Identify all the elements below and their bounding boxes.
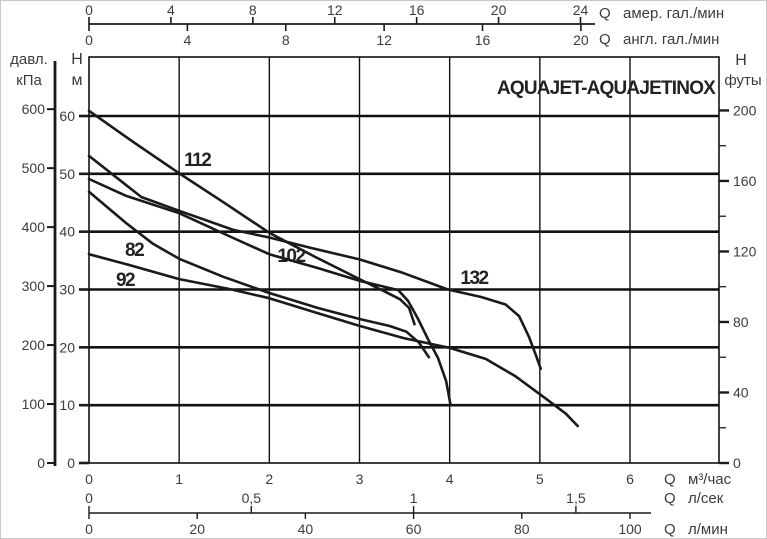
tick-label-imp-gal: 12 [376,32,392,48]
pump-curves: 112 132 102 82 92 [87,109,580,428]
axis-title-imp-gal: англ. гал./мин [623,31,719,48]
axis-title-m3h: м³/час [688,471,732,488]
tick-label-ft: 200 [733,102,757,118]
curve-132 [87,154,543,371]
tick-label-m: 30 [59,282,75,298]
curve-label-102: 102 [277,246,305,267]
axis-title-ls: л/сек [688,490,724,507]
curve-label-132: 132 [460,268,488,289]
curve-label-82: 82 [125,240,144,261]
axis-bottom-liters: 0 0,5 1 1,5 0 20 40 60 80 100 Q л/сек Q л/мин [85,490,728,538]
curve-82 [87,190,431,359]
curve-92 [87,252,580,428]
tick-label-ft: 160 [733,173,757,189]
axis-title-us-gal: амер. гал./мин [623,5,724,22]
axis-left-kpa: 0 100 200 300 400 500 600 давл. кПа [10,51,57,471]
tick-label-us-gal: 0 [85,2,93,18]
curve-102 [87,177,452,407]
tick-label-ls: 1,5 [566,490,586,506]
tick-label-m3h: 6 [626,471,634,487]
tick-label-m3h: 0 [85,471,93,487]
tick-label-ft: 120 [733,243,757,259]
tick-label-kpa: 300 [22,278,46,294]
tick-label-m: 60 [59,108,75,124]
tick-label-m: 0 [67,455,75,471]
tick-label-lmin: 60 [406,521,422,537]
tick-label-imp-gal: 4 [183,32,191,48]
tick-label-m: 20 [59,339,75,355]
tick-label-m3h: 1 [175,471,183,487]
tick-label-ft: 80 [733,314,749,330]
tick-label-imp-gal: 20 [573,32,589,48]
axis-title-m3h-q: Q [664,471,676,488]
tick-label-us-gal: 24 [573,2,589,18]
axis-title-kpa: кПа [16,72,42,89]
tick-label-lmin: 20 [189,521,205,537]
tick-label-m3h: 2 [265,471,273,487]
axis-title-ft: футы [724,72,761,89]
tick-label-us-gal: 12 [327,2,343,18]
tick-label-kpa: 200 [22,337,46,353]
tick-label-imp-gal: 16 [475,32,491,48]
axis-title-lmin: л/мин [688,521,728,538]
tick-label-imp-gal: 8 [282,32,290,48]
curve-label-112: 112 [184,150,211,171]
curve-112 [87,109,416,326]
tick-label-m3h: 3 [356,471,364,487]
tick-label-us-gal: 4 [167,2,175,18]
axis-title-kpa: давл. [10,51,48,68]
tick-label-imp-gal: 0 [85,32,93,48]
tick-label-kpa: 100 [22,396,46,412]
tick-label-ft: 40 [733,384,749,400]
tick-label-ls: 1 [410,490,418,506]
curve-label-92: 92 [116,270,135,291]
axis-title-imp-gal-q: Q [599,31,611,48]
grid [89,57,719,463]
plot-frame [88,56,720,464]
tick-label-kpa: 0 [37,455,45,471]
tick-label-us-gal: 20 [491,2,507,18]
tick-label-ft: 0 [733,455,741,471]
tick-label-m3h: 5 [536,471,544,487]
tick-label-m: 50 [59,166,75,182]
axis-title-m: Н [71,51,83,68]
tick-label-kpa: 400 [22,219,46,235]
tick-label-kpa: 500 [22,160,46,176]
tick-label-kpa: 600 [22,101,46,117]
tick-label-lmin: 100 [618,521,642,537]
axis-title-us-gal-q: Q [599,5,611,22]
tick-label-lmin: 40 [298,521,314,537]
axis-title-ft: Н [735,52,747,69]
axis-title-m: м [72,72,83,89]
tick-label-ls: 0 [85,490,93,506]
axis-left-m: 0 10 20 30 40 50 60 Нм [59,51,89,471]
tick-label-m: 40 [59,224,75,240]
tick-label-lmin: 80 [514,521,530,537]
tick-label-us-gal: 16 [409,2,425,18]
tick-label-ls: 0,5 [242,490,262,506]
tick-label-us-gal: 8 [249,2,257,18]
tick-label-m3h: 4 [446,471,454,487]
tick-label-m: 10 [59,397,75,413]
axis-title-lmin-q: Q [664,521,676,538]
axis-title-ls-q: Q [664,490,676,507]
chart-title: AQUAJET-AQUAJETINOX [497,78,716,99]
tick-label-lmin: 0 [85,521,93,537]
